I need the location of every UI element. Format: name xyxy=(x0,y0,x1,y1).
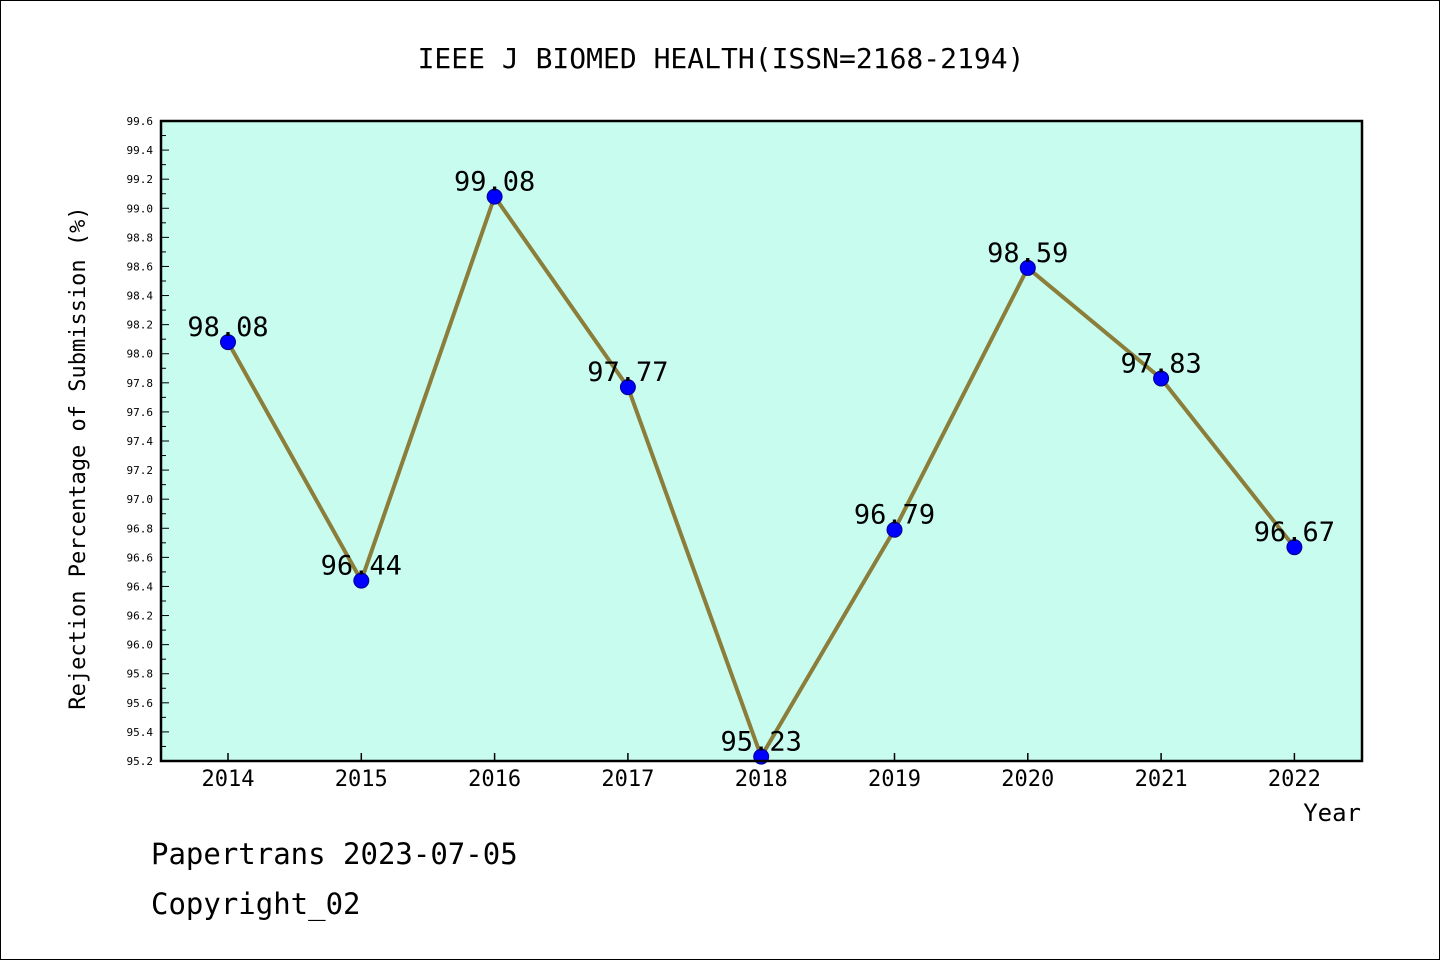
y-tick-label: 95.4 xyxy=(127,726,154,739)
y-tick-label: 96.4 xyxy=(127,580,154,593)
data-label: 95.23 xyxy=(721,727,802,758)
series-group: 98.08 96.44 99.08 97.77 95.23 96.79 98.59 97.83… xyxy=(187,167,1335,765)
y-tick-label: 97.6 xyxy=(127,406,154,419)
y-tick-label: 96.0 xyxy=(127,639,154,652)
data-point xyxy=(220,334,236,351)
plot-border xyxy=(159,119,1364,763)
data-point xyxy=(353,572,370,589)
x-tick-label: 2019 xyxy=(868,767,921,792)
y-tick-label: 99.2 xyxy=(127,173,154,186)
x-tick-label: 2014 xyxy=(202,767,255,792)
x-tick-label: 2018 xyxy=(735,767,788,792)
y-tick-label: 97.2 xyxy=(127,464,154,477)
x-tick-label: 2022 xyxy=(1268,767,1321,792)
x-axis-label: Year xyxy=(1303,799,1361,827)
y-tick-label: 95.6 xyxy=(127,697,154,710)
x-tick-label: 2016 xyxy=(468,767,521,792)
y-tick-label: 98.4 xyxy=(127,290,154,303)
y-tick-label: 98.2 xyxy=(127,319,154,332)
plot-area xyxy=(161,121,1362,761)
data-point xyxy=(1019,259,1036,276)
footer-date: Papertrans 2023-07-05 xyxy=(151,837,518,871)
y-tick-label: 97.4 xyxy=(127,435,154,448)
y-tick-label: 95.8 xyxy=(127,668,154,681)
y-tick-label: 98.8 xyxy=(127,231,154,244)
y-axis: 95.2 95.4 95.6 95.8 96.0 96.2 96.4 96.6 96.8 97.0… xyxy=(127,115,169,768)
data-label: 99.08 xyxy=(454,167,535,198)
data-label: 96.79 xyxy=(854,500,935,531)
y-tick-label: 96.6 xyxy=(127,551,154,564)
x-tick-label: 2021 xyxy=(1135,767,1188,792)
data-point xyxy=(619,379,636,396)
footer-copyright: Copyright_02 xyxy=(151,887,361,921)
data-point xyxy=(886,521,903,538)
x-axis: 2014 2015 2016 2017 2018 2019 2020 2021 2022 xyxy=(202,753,1321,792)
y-tick-label: 95.2 xyxy=(127,755,154,768)
x-tick-label: 2015 xyxy=(335,767,388,792)
data-label: 98.08 xyxy=(187,312,268,343)
y-axis-label: Rejection Percentage of Submission (%) xyxy=(66,206,91,709)
y-tick-label: 96.2 xyxy=(127,610,154,623)
chart-title: IEEE J BIOMED HEALTH(ISSN=2168-2194) xyxy=(418,42,1025,75)
data-label: 97.83 xyxy=(1120,348,1201,379)
data-label: 96.67 xyxy=(1254,517,1335,548)
y-tick-label: 97.0 xyxy=(127,493,154,506)
data-point xyxy=(486,188,503,205)
y-tick-label: 98.0 xyxy=(127,348,154,361)
data-label: 96.44 xyxy=(321,551,402,582)
data-point xyxy=(1286,539,1303,556)
data-label: 98.59 xyxy=(987,238,1068,269)
data-point xyxy=(1153,370,1170,387)
y-tick-label: 99.4 xyxy=(127,144,154,157)
y-tick-label: 99.6 xyxy=(127,115,154,128)
y-tick-label: 98.6 xyxy=(127,260,154,273)
y-tick-label: 99.0 xyxy=(127,202,154,215)
data-label: 97.77 xyxy=(587,357,668,388)
y-tick-label: 96.8 xyxy=(127,522,154,535)
x-tick-label: 2017 xyxy=(601,767,654,792)
x-tick-label: 2020 xyxy=(1001,767,1054,792)
y-tick-label: 97.8 xyxy=(127,377,154,390)
